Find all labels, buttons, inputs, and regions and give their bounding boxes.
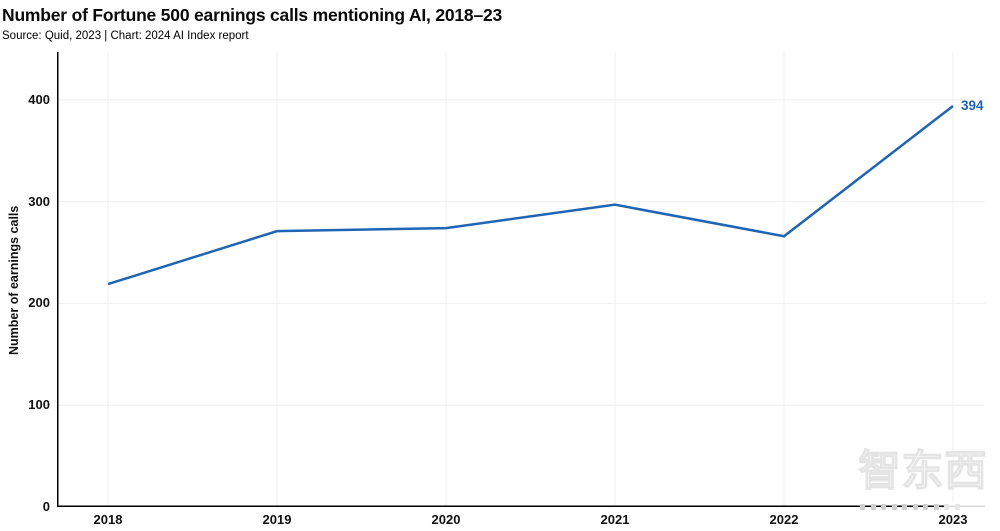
y-tick-label: 200: [28, 295, 50, 311]
last-point-value-label: 394: [961, 97, 984, 113]
y-tick-label: 400: [28, 91, 50, 107]
x-tick-label: 2019: [262, 512, 292, 527]
y-tick-label: 100: [28, 397, 50, 413]
y-tick-label: 300: [28, 193, 50, 209]
chart-source-caption: Source: Quid, 2023 | Chart: 2024 AI Inde…: [2, 30, 249, 42]
y-axis-title: Number of earnings calls: [7, 205, 21, 355]
y-tick-label: 0: [42, 499, 50, 514]
watermark-tagline-dots: [860, 504, 960, 510]
ai-mentions-line-series: [107, 104, 954, 286]
x-tick-label: 2020: [431, 512, 461, 527]
x-tick-label: 2018: [93, 512, 123, 527]
x-tick-label: 2022: [769, 512, 799, 527]
chart-title: Number of Fortune 500 earnings calls men…: [2, 5, 503, 25]
line-chart-plot-area: [57, 52, 985, 507]
x-tick-label: 2021: [600, 512, 630, 527]
x-tick-label: 2023: [938, 512, 968, 527]
